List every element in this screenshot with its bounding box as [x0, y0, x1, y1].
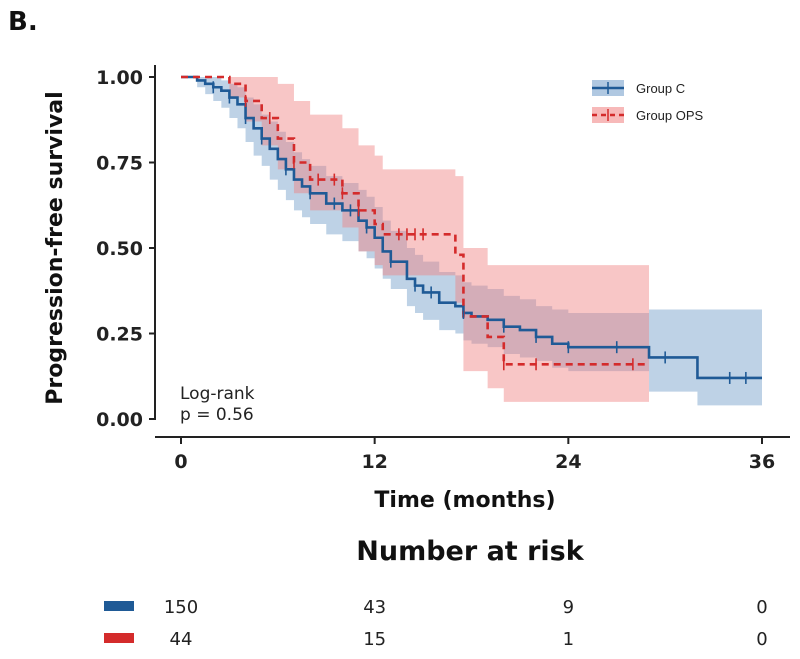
ci-band-group-c: [181, 77, 762, 406]
log-rank-label: Log-rank: [180, 384, 255, 404]
panel-label: B.: [8, 7, 38, 37]
x-tick-label: 24: [555, 451, 581, 473]
y-tick-label: 0.75: [96, 153, 143, 175]
risk-count-group-ops: 0: [756, 629, 767, 650]
risk-count-group-c: 0: [756, 597, 767, 618]
p-value-label: p = 0.56: [180, 405, 254, 425]
x-axis-title: Time (months): [374, 488, 555, 513]
y-tick-label: 1.00: [96, 67, 143, 89]
risk-swatch-group-ops: [104, 633, 134, 643]
risk-count-group-c: 150: [164, 597, 198, 618]
risk-count-group-ops: 44: [170, 629, 193, 650]
y-tick-label: 0.50: [96, 238, 143, 260]
x-ticks: 0 12 24 36: [174, 437, 775, 473]
confidence-bands: [181, 77, 762, 406]
risk-count-group-c: 43: [363, 597, 386, 618]
axes: [154, 65, 790, 438]
risk-count-group-c: 9: [563, 597, 574, 618]
risk-table-title: Number at risk: [356, 536, 584, 567]
risk-count-group-ops: 15: [363, 629, 386, 650]
risk-swatch-group-c: [104, 601, 134, 611]
y-axis-title: Progression-free survival: [43, 91, 68, 404]
risk-count-group-ops: 1: [563, 629, 574, 650]
survival-line-group-ops: [181, 75, 650, 366]
risk-table: 150 43 9 0 44 15 1 0: [104, 597, 768, 650]
y-tick-label: 0.25: [96, 324, 143, 346]
legend: Group C Group OPS: [592, 80, 704, 123]
y-tick-label: 0.00: [96, 409, 143, 431]
x-tick-label: 12: [361, 451, 387, 473]
x-tick-label: 36: [749, 451, 775, 473]
legend-group-ops-label: Group OPS: [636, 108, 704, 123]
censor-marks: [212, 81, 747, 384]
legend-group-c-label: Group C: [636, 81, 685, 96]
y-ticks: 0.00 0.25 0.50 0.75 1.00: [96, 67, 155, 431]
x-tick-label: 0: [174, 451, 187, 473]
